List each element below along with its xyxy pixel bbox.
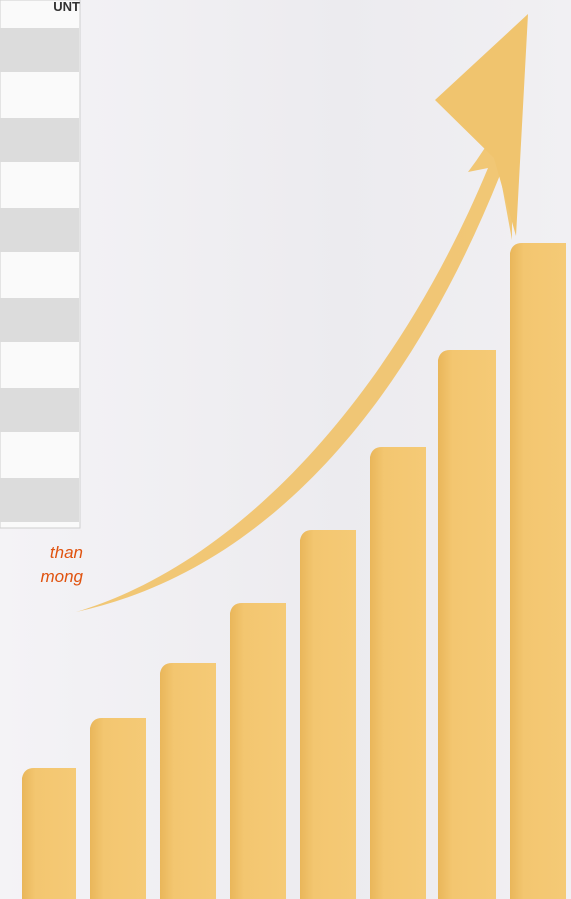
bar (370, 447, 426, 899)
bars (22, 243, 566, 899)
table-frame (0, 0, 81, 529)
bar (22, 768, 76, 899)
table-row (0, 298, 79, 342)
bar (230, 603, 286, 899)
table-row (0, 478, 79, 522)
table-row (0, 388, 79, 432)
bar (90, 718, 146, 899)
table-row (0, 208, 79, 252)
bar (160, 663, 216, 899)
table (0, 0, 81, 529)
bar (300, 530, 356, 899)
bar (510, 243, 566, 899)
table-row (0, 118, 79, 162)
caption-line: than (49, 543, 83, 562)
arrow-head (435, 14, 528, 236)
caption-line: mong (40, 567, 83, 586)
table-row (0, 28, 79, 72)
bar (438, 350, 496, 899)
table-header: UNT (53, 0, 80, 14)
